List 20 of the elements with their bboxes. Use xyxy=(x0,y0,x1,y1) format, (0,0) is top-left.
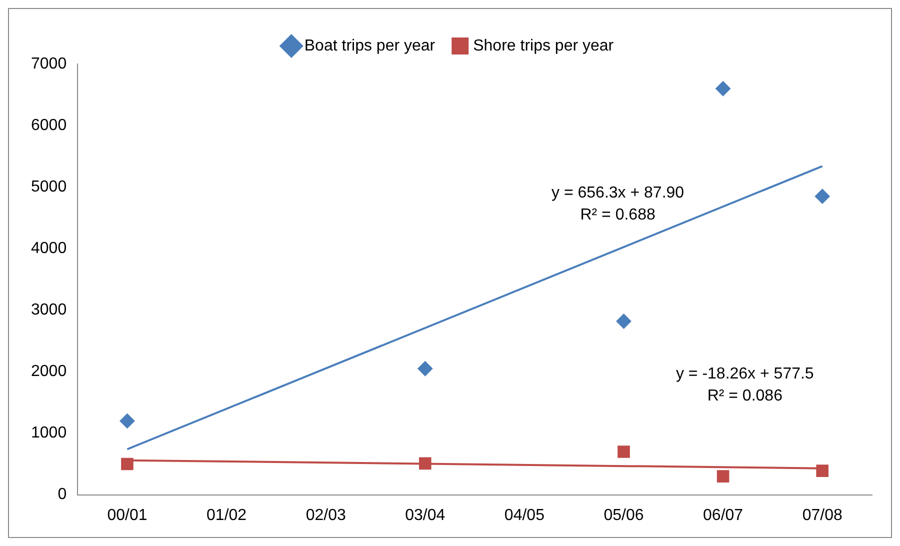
annotation: y = 656.3x + 87.90 R² = 0.688 xyxy=(552,184,684,224)
y-tick-label: 1000 xyxy=(31,424,67,442)
x-tick-label: 02/03 xyxy=(306,506,346,524)
y-tick-label: 4000 xyxy=(31,240,67,258)
y-tick-label: 0 xyxy=(58,486,67,504)
y-tick-label: 2000 xyxy=(31,363,67,380)
x-tick-label: 00/01 xyxy=(107,506,148,524)
y-tick-label: 3000 xyxy=(31,302,67,319)
x-tick-label: 01/02 xyxy=(206,506,247,524)
legend-label: Boat trips per year xyxy=(304,37,436,54)
x-tick-label: 05/06 xyxy=(604,506,644,524)
x-tick-label: 07/08 xyxy=(802,506,842,524)
x-tick-label: 03/04 xyxy=(405,506,446,524)
annotation: y = -18.26x + 577.5 R² = 0.086 xyxy=(676,366,814,405)
y-tick-label: 5000 xyxy=(31,178,67,196)
y-tick-label: 6000 xyxy=(31,116,67,134)
legend-label: Shore trips per year xyxy=(473,37,614,54)
y-tick-label: 7000 xyxy=(31,55,67,72)
x-tick-label: 04/05 xyxy=(504,506,545,524)
x-tick-label: 06/07 xyxy=(703,506,744,524)
